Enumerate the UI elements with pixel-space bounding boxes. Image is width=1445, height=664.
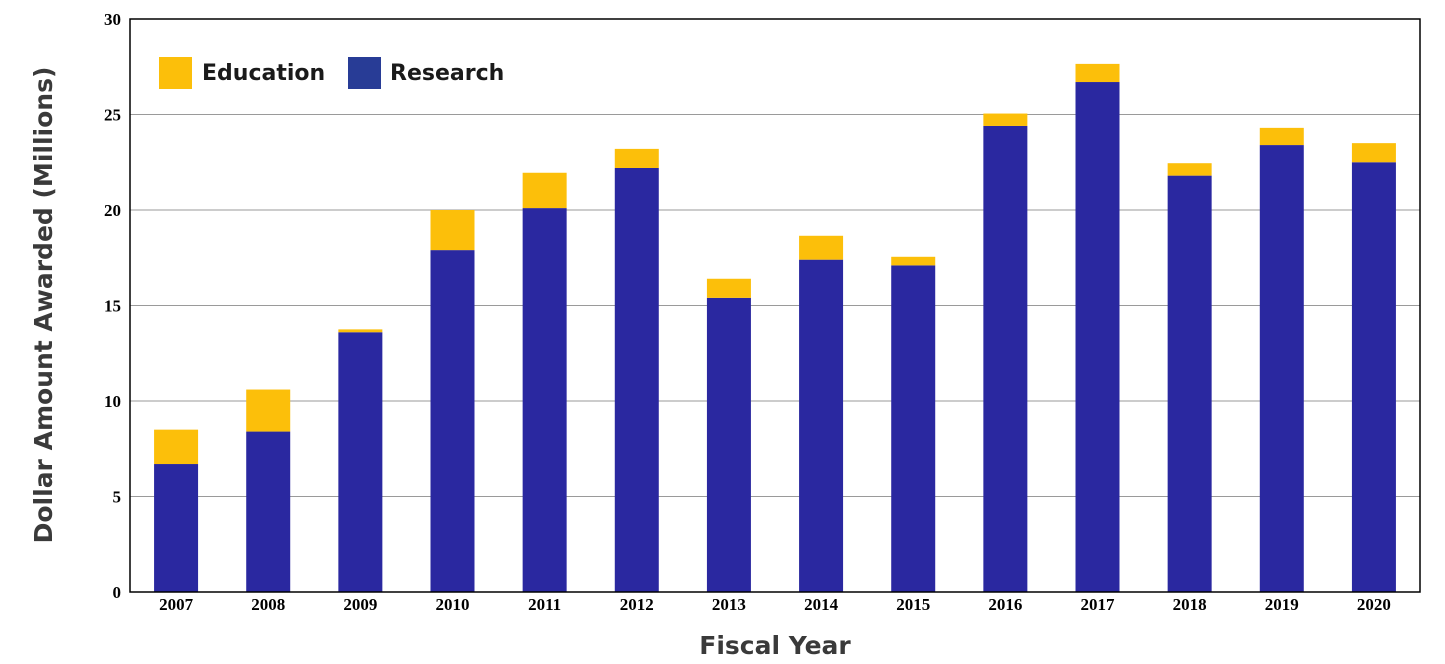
x-tick-label: 2012	[620, 595, 654, 614]
plot-area-frame	[129, 18, 1421, 593]
bar-research-2014	[799, 259, 844, 592]
bar-research-2020	[1351, 162, 1396, 592]
x-tick-label: 2010	[436, 595, 470, 614]
bar-education-2017	[1075, 63, 1120, 83]
y-tick-label: 15	[104, 297, 121, 316]
bar-research-2012	[614, 167, 659, 593]
x-tick-label: 2011	[528, 595, 561, 614]
bar-education-2012	[614, 148, 659, 168]
y-tick-label: 25	[104, 106, 121, 125]
y-tick-label: 10	[104, 392, 121, 411]
x-tick-label: 2007	[159, 595, 194, 614]
y-axis-title: Dollar Amount Awarded (Millions)	[29, 67, 58, 544]
bar-research-2008	[246, 431, 291, 592]
x-tick-label: 2017	[1081, 595, 1116, 614]
y-tick-label: 30	[104, 10, 121, 29]
bars	[154, 63, 1396, 593]
bar-research-2018	[1167, 175, 1212, 592]
bar-education-2011	[522, 172, 567, 209]
legend-label-education: Education	[202, 61, 325, 86]
x-axis-title: Fiscal Year	[699, 631, 851, 660]
bar-education-2016	[983, 113, 1028, 126]
bar-research-2019	[1259, 145, 1304, 592]
bar-education-2018	[1167, 163, 1212, 176]
y-tick-labels: 0 5 10 15 20 25 30	[104, 10, 121, 602]
x-tick-label: 2014	[804, 595, 839, 614]
x-tick-label: 2016	[988, 595, 1022, 614]
bar-education-2009	[338, 329, 383, 333]
bar-research-2007	[154, 464, 199, 592]
x-tick-label: 2020	[1357, 595, 1391, 614]
bar-research-2011	[522, 208, 567, 592]
legend: Education Research	[159, 57, 504, 89]
grid-lines	[130, 114, 1420, 497]
y-tick-label: 20	[104, 201, 121, 220]
bar-education-2010	[430, 210, 475, 251]
bar-education-2007	[154, 429, 199, 465]
bar-research-2009	[338, 332, 383, 592]
bar-education-2014	[799, 235, 844, 260]
x-tick-label: 2015	[896, 595, 930, 614]
legend-label-research: Research	[390, 61, 504, 86]
bar-research-2013	[706, 297, 751, 592]
bar-research-2017	[1075, 82, 1120, 592]
y-tick-label: 0	[113, 583, 122, 602]
bar-education-2019	[1259, 127, 1304, 146]
x-tick-labels: 2007 2008 2009 2010 2011 2012 2013 2014 2015 2016…	[159, 595, 1391, 614]
bar-education-2015	[891, 256, 936, 266]
bar-education-2013	[706, 278, 751, 298]
x-tick-label: 2018	[1173, 595, 1207, 614]
x-tick-label: 2013	[712, 595, 746, 614]
legend-swatch-education	[159, 57, 192, 89]
bar-research-2010	[430, 250, 475, 593]
bar-education-2008	[246, 389, 291, 432]
bar-education-2020	[1351, 143, 1396, 163]
x-tick-label: 2008	[251, 595, 285, 614]
bar-research-2016	[983, 125, 1028, 593]
y-tick-label: 5	[113, 488, 122, 507]
x-tick-label: 2019	[1265, 595, 1299, 614]
legend-swatch-research	[348, 57, 381, 89]
bar-research-2015	[891, 265, 936, 592]
x-tick-label: 2009	[343, 595, 377, 614]
